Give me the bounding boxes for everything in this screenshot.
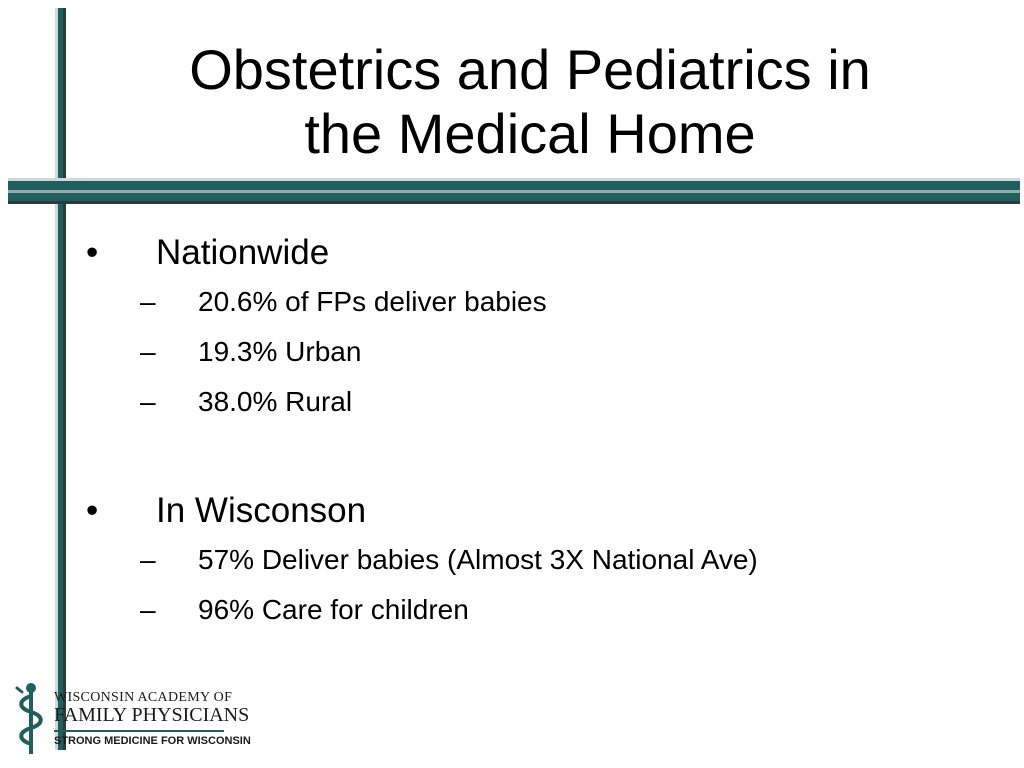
bullet-marker: • <box>86 233 99 272</box>
sub-bullet-text: 38.0% Rural <box>198 386 353 417</box>
sub-bullet-marker: – <box>140 386 156 417</box>
spacer <box>86 432 986 488</box>
slide-title-line-1: Obstetrics and Pediatrics in <box>189 38 871 101</box>
caduceus-icon <box>15 683 43 754</box>
sub-bullet-text: 19.3% Urban <box>198 336 362 367</box>
logo-divider <box>54 730 224 732</box>
bullet-list: • Nationwide – 20.6% of FPs deliver babi… <box>86 230 986 640</box>
sub-bullet-marker: – <box>140 336 156 367</box>
bullet-item: • In Wisconson <box>86 488 986 540</box>
sub-bullet-item: – 20.6% of FPs deliver babies <box>86 282 986 332</box>
sub-bullet-text: 20.6% of FPs deliver babies <box>198 286 547 317</box>
logo-line-2: FAMILY PHYSICIANS <box>54 704 250 726</box>
sub-bullet-item: – 19.3% Urban <box>86 332 986 382</box>
sub-bullet-text: 57% Deliver babies (Almost 3X National A… <box>198 544 758 575</box>
sub-bullet-item: – 57% Deliver babies (Almost 3X National… <box>86 540 986 590</box>
horizontal-decorative-line <box>8 178 1020 208</box>
sub-bullet-marker: – <box>140 544 156 575</box>
vertical-decorative-line <box>55 8 67 750</box>
logo-tagline: STRONG MEDICINE FOR WISCONSIN <box>54 735 251 747</box>
bullet-text: In Wisconson <box>156 491 367 530</box>
bullet-marker: • <box>86 491 99 530</box>
logo-line-1: WISCONSIN ACADEMY OF <box>54 690 233 705</box>
slide-title: Obstetrics and Pediatrics in the Medical… <box>80 38 980 166</box>
sub-bullet-marker: – <box>140 286 156 317</box>
sub-bullet-text: 96% Care for children <box>198 594 469 625</box>
slide-title-line-2: the Medical Home <box>304 102 756 165</box>
sub-bullet-item: – 38.0% Rural <box>86 382 986 432</box>
sub-bullet-marker: – <box>140 594 156 625</box>
bullet-text: Nationwide <box>156 233 330 272</box>
organization-logo: WISCONSIN ACADEMY OF FAMILY PHYSICIANS S… <box>14 682 251 758</box>
sub-bullet-item: – 96% Care for children <box>86 590 986 640</box>
bullet-item: • Nationwide <box>86 230 986 282</box>
